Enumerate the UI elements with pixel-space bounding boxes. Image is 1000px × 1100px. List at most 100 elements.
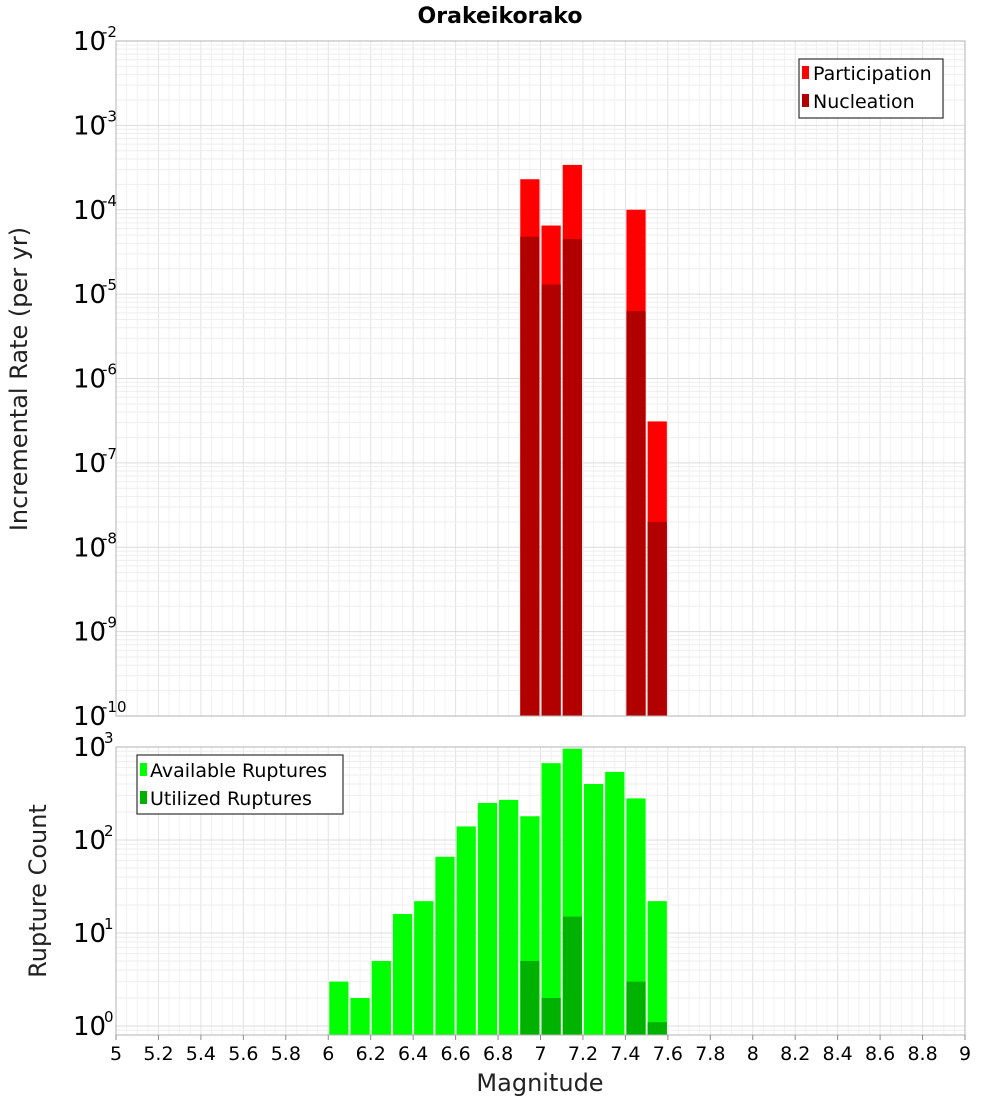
legend-swatch-utilized [140,791,147,804]
y-tick-base: 10 [73,618,106,648]
available-ruptures-bar [329,981,349,1035]
top-legend: Participation Nucleation [798,58,944,119]
top-grid [115,41,966,717]
y-tick-label: 10-6 [73,361,117,395]
legend-swatch-available [140,763,147,776]
x-tick-label: 8 [747,1043,759,1065]
available-ruptures-bar [371,960,391,1035]
y-tick-exponent: -2 [102,23,117,41]
x-tick-label: 6.6 [440,1043,470,1065]
y-tick-exponent: -9 [102,614,117,632]
x-tick-label: 6.2 [356,1043,386,1065]
y-tick-label: 10-4 [73,192,117,226]
utilized-ruptures-bar [626,981,646,1035]
y-tick-exponent: 3 [104,729,114,747]
x-tick-label: 5.8 [271,1043,301,1065]
top-y-ticks: 10-210-310-410-510-610-710-810-910-10 [73,23,127,732]
available-ruptures-bar [626,798,646,1035]
available-ruptures-bar [499,799,519,1035]
x-tick-label: 6.8 [483,1043,513,1065]
nucleation-bar [541,284,561,716]
utilized-ruptures-bar [562,916,582,1035]
bottom-y-axis-label: Rupture Count [24,804,52,978]
nucleation-bar [647,521,667,716]
available-ruptures-bar [456,826,476,1035]
bottom-x-ticks: 5 5.2 5.4 5.6 5.8 6 6.2 6.4 6.6 6.8 7 7.2 7.4 7.6 7.8 8… [110,1035,971,1065]
y-tick-base: 10 [73,826,106,856]
utilized-ruptures-bar [647,1022,667,1035]
x-tick-label: 7.8 [695,1043,725,1065]
y-tick-base: 10 [73,111,106,141]
x-tick-label: 8.6 [865,1043,895,1065]
y-tick-exponent: -10 [102,698,127,716]
nucleation-bar [562,239,582,716]
y-tick-label: 102 [73,822,114,856]
y-tick-base: 10 [73,27,106,57]
y-tick-exponent: -3 [102,107,117,125]
y-tick-base: 10 [73,733,106,763]
x-tick-label: 9 [959,1043,971,1065]
utilized-ruptures-bar [520,960,540,1035]
x-tick-label: 5.4 [186,1043,216,1065]
y-tick-exponent: -7 [102,445,117,463]
top-bars [520,164,667,716]
available-ruptures-bar [435,856,455,1035]
y-tick-base: 10 [73,449,106,479]
x-tick-label: 6.4 [398,1043,428,1065]
y-tick-label: 10-2 [73,23,117,57]
legend-label-available: Available Ruptures [150,760,327,782]
y-tick-exponent: -8 [102,529,117,547]
y-tick-label: 103 [73,729,114,763]
x-tick-label: 8.4 [823,1043,853,1065]
bottom-legend: Available Ruptures Utilized Ruptures [136,754,344,815]
y-tick-base: 10 [73,196,106,226]
x-tick-label: 7.2 [568,1043,598,1065]
x-tick-label: 7.6 [653,1043,683,1065]
chart-title: Orakeikorako [418,4,583,29]
x-tick-label: 5.6 [228,1043,258,1065]
top-plot-frame [115,40,966,717]
y-tick-exponent: 1 [104,915,114,933]
legend-label-nucleation: Nucleation [813,91,915,113]
utilized-ruptures-bar [541,997,561,1035]
legend-swatch-participation [802,66,809,79]
y-tick-base: 10 [73,533,106,563]
y-tick-exponent: -4 [102,192,117,210]
x-tick-label: 8.8 [907,1043,937,1065]
available-ruptures-bar [541,763,561,1035]
y-tick-base: 10 [73,1012,106,1042]
x-tick-label: 7 [534,1043,546,1065]
y-tick-base: 10 [73,280,106,310]
y-tick-base: 10 [73,702,106,732]
available-ruptures-bar [477,802,498,1035]
y-tick-label: 101 [73,915,114,949]
y-tick-base: 10 [73,365,106,395]
legend-label-participation: Participation [813,63,932,85]
y-tick-exponent: -6 [102,361,117,379]
x-tick-label: 5.2 [143,1043,173,1065]
available-ruptures-bar [392,914,413,1035]
available-ruptures-bar [583,784,604,1035]
y-tick-label: 10-7 [73,445,117,479]
nucleation-bar [626,311,646,716]
bottom-legend-box [136,754,344,815]
top-y-axis-label: Incremental Rate (per yr) [5,227,33,531]
legend-label-utilized: Utilized Ruptures [150,788,312,810]
x-axis-label: Magnitude [476,1069,603,1097]
y-tick-exponent: 0 [104,1008,114,1026]
bottom-bars [329,748,667,1035]
y-tick-base: 10 [73,919,106,949]
x-tick-label: 5 [110,1043,122,1065]
nucleation-bar [520,236,540,716]
available-ruptures-bar [414,901,434,1035]
y-tick-label: 10-8 [73,529,117,563]
y-tick-label: 100 [73,1008,114,1042]
x-tick-label: 7.4 [610,1043,640,1065]
y-tick-exponent: 2 [104,822,114,840]
y-tick-label: 10-5 [73,276,117,310]
y-tick-label: 10-10 [73,698,127,732]
available-ruptures-bar [350,997,370,1035]
